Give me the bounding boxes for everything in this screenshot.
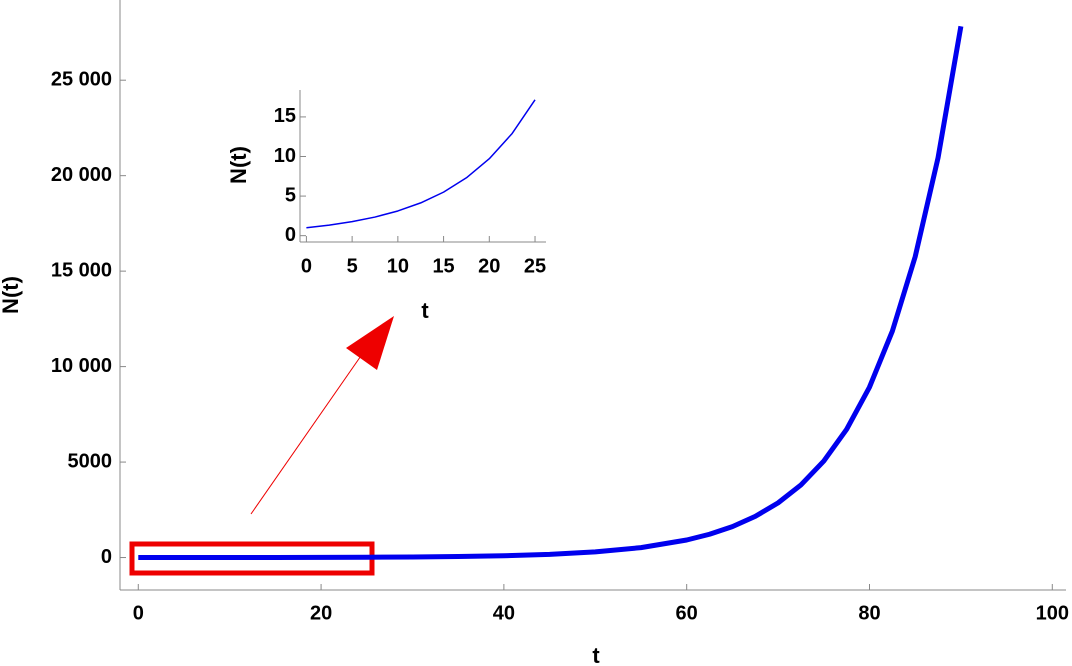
arrow-line [250,339,373,515]
arrow-head [346,316,394,370]
x-tick-label: 80 [858,602,880,624]
y-tick-label: 15 000 [51,259,112,281]
x-tick-label: 5 [347,255,358,277]
y-tick-label: 10 000 [51,355,112,377]
y-tick-label: 0 [101,546,112,568]
x-tick-label: 25 [524,255,546,277]
y-tick-label: 5000 [68,450,113,472]
y-tick-label: 5 [285,184,296,206]
data-line [306,99,536,229]
x-tick-label: 10 [387,255,409,277]
x-tick-label: 100 [1036,602,1069,624]
y-axis-label: N(t) [226,146,251,184]
x-tick-label: 15 [432,255,454,277]
y-tick-label: 25 000 [51,68,112,90]
x-tick-label: 60 [676,602,698,624]
x-tick-label: 20 [310,602,332,624]
data-line [138,25,964,561]
y-axis-label: N(t) [0,276,23,314]
x-axis-label: t [421,298,429,323]
y-tick-label: 15 [274,105,296,127]
y-tick-label: 0 [285,224,296,246]
x-tick-label: 20 [478,255,500,277]
x-tick-label: 0 [133,602,144,624]
x-axis-label: t [592,643,600,666]
y-tick-label: 20 000 [51,164,112,186]
x-tick-label: 40 [493,602,515,624]
y-tick-label: 10 [274,145,296,167]
x-tick-label: 0 [301,255,312,277]
